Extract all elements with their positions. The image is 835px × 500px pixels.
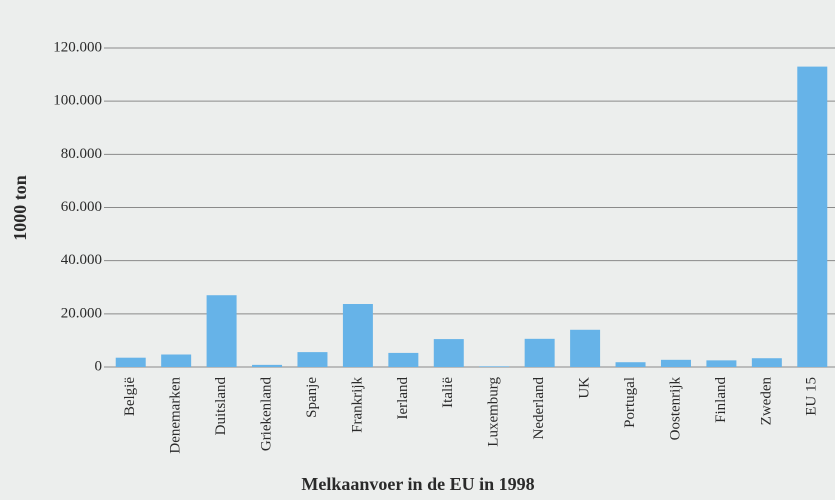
x-tick-label: Finland: [713, 377, 729, 423]
bar: [161, 354, 192, 367]
y-tick-label: 40.000: [61, 252, 102, 268]
y-tick-label: 100.000: [53, 93, 102, 109]
bar: [115, 357, 146, 367]
x-tick-label: EU 15: [804, 377, 820, 416]
x-tick-label: Frankrijk: [349, 377, 365, 433]
bar: [660, 359, 691, 367]
x-tick-label: Oostenrijk: [667, 377, 683, 441]
y-tick-label: 60.000: [61, 199, 102, 215]
bar: [388, 352, 419, 367]
y-tick-label: 20.000: [61, 305, 102, 321]
y-tick-label: 120.000: [53, 39, 102, 55]
bar: [797, 66, 828, 367]
bar: [706, 360, 737, 367]
x-tick-label: België: [122, 377, 138, 416]
bar: [252, 364, 283, 367]
x-tick-label: Duitsland: [213, 377, 229, 436]
x-tick-label: Portugal: [622, 377, 638, 428]
bar: [751, 358, 782, 367]
x-tick-label: UK: [577, 377, 593, 399]
x-tick-label: Zweden: [758, 377, 774, 426]
bar: [479, 366, 510, 367]
bar: [297, 352, 328, 367]
y-tick-label: 80.000: [61, 146, 102, 162]
bar: [342, 303, 373, 367]
x-tick-label: Ierland: [395, 377, 411, 420]
bar: [206, 295, 237, 367]
x-tick-label: Griekenland: [258, 377, 274, 452]
x-tick-label: Nederland: [531, 377, 547, 440]
y-tick-label: 0: [95, 358, 103, 374]
x-tick-label: Denemarken: [168, 377, 184, 454]
x-tick-label: Italië: [440, 377, 456, 408]
bar: [615, 362, 646, 367]
x-tick-label: Luxemburg: [486, 377, 502, 447]
x-tick-label: Spanje: [304, 377, 320, 418]
bar: [433, 339, 464, 367]
y-axis-label: 1000 ton: [10, 175, 30, 241]
chart-title: Melkaanvoer in de EU in 1998: [301, 474, 534, 494]
bar: [524, 338, 555, 367]
bar: [570, 329, 601, 367]
